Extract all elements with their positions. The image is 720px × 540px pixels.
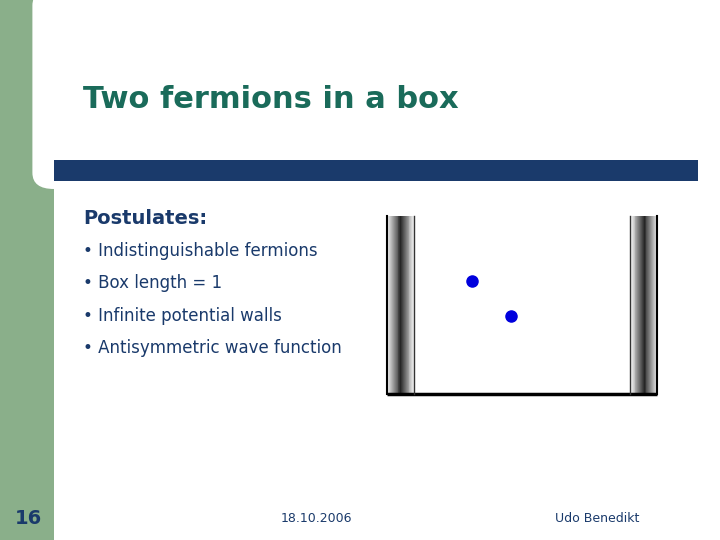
Bar <box>404 216 405 394</box>
Bar <box>403 216 404 394</box>
Text: • Infinite potential walls: • Infinite potential walls <box>83 307 282 325</box>
Bar <box>630 216 631 394</box>
Bar <box>390 216 391 394</box>
Bar <box>396 216 397 394</box>
Text: Udo Benedikt: Udo Benedikt <box>555 512 640 525</box>
Bar <box>647 216 648 394</box>
Bar <box>410 216 411 394</box>
Text: • Indistinguishable fermions: • Indistinguishable fermions <box>83 242 318 260</box>
Text: • Antisymmetric wave function: • Antisymmetric wave function <box>83 339 341 357</box>
Bar <box>641 216 642 394</box>
Bar <box>394 216 395 394</box>
Bar <box>397 216 398 394</box>
Bar <box>646 216 647 394</box>
Bar <box>651 216 652 394</box>
Bar <box>649 216 650 394</box>
Bar <box>413 216 414 394</box>
Bar <box>639 216 640 394</box>
Text: 16: 16 <box>15 509 42 528</box>
Bar <box>387 216 389 394</box>
Bar <box>631 216 632 394</box>
Bar <box>640 216 641 394</box>
Bar <box>405 216 406 394</box>
Bar <box>392 216 393 394</box>
Bar <box>401 216 402 394</box>
Bar <box>398 216 400 394</box>
FancyBboxPatch shape <box>32 0 720 189</box>
Bar <box>412 216 413 394</box>
Text: Postulates:: Postulates: <box>83 209 207 228</box>
Bar <box>411 216 412 394</box>
Bar <box>652 216 653 394</box>
Bar <box>644 216 646 394</box>
Bar <box>408 216 410 394</box>
Bar <box>642 216 643 394</box>
Bar <box>406 216 407 394</box>
Bar <box>54 160 698 181</box>
Bar <box>389 216 390 394</box>
Bar <box>654 216 655 394</box>
Bar <box>54 0 198 151</box>
Bar <box>636 216 637 394</box>
Bar <box>643 216 644 394</box>
Bar <box>395 216 396 394</box>
Bar <box>650 216 651 394</box>
Bar <box>653 216 654 394</box>
Bar <box>637 216 638 394</box>
Bar <box>391 216 392 394</box>
Text: Two fermions in a box: Two fermions in a box <box>83 85 459 114</box>
Bar <box>402 216 403 394</box>
Bar <box>632 216 633 394</box>
Bar <box>638 216 639 394</box>
Bar <box>400 216 401 394</box>
Bar <box>655 216 657 394</box>
Text: 18.10.2006: 18.10.2006 <box>281 512 353 525</box>
Bar <box>633 216 634 394</box>
Bar <box>0 0 54 540</box>
Bar <box>407 216 408 394</box>
Text: • Box length = 1: • Box length = 1 <box>83 274 222 293</box>
Bar <box>634 216 636 394</box>
Bar <box>648 216 649 394</box>
Bar <box>393 216 394 394</box>
